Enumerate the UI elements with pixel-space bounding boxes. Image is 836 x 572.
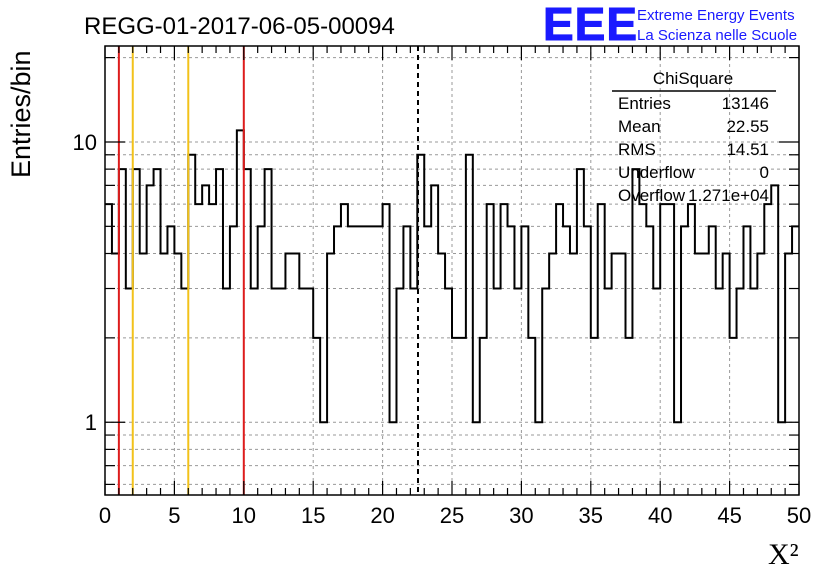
stats-value: 13146: [722, 94, 769, 113]
stats-value: 0: [760, 163, 769, 182]
chart-title: REGG-01-2017-06-05-00094: [84, 13, 395, 40]
x-tick-label: 50: [787, 503, 811, 528]
x-tick-label: 30: [509, 503, 533, 528]
stats-value: 1.271e+04: [688, 186, 769, 205]
x-tick-label: 35: [579, 503, 603, 528]
stats-label: Entries: [618, 94, 671, 113]
stats-box: ChiSquare Entries 13146 Mean 22.55 RMS 14.51 U…: [612, 69, 776, 205]
logo-line-2: La Scienza nelle Scuole: [637, 27, 797, 44]
x-tick-label: 15: [301, 503, 325, 528]
stats-box-name: ChiSquare: [653, 69, 733, 88]
y-tick-label: 1: [85, 410, 97, 435]
axis-ticks: [104, 46, 800, 495]
y-axis-label: Entries/bin: [6, 50, 36, 178]
x-tick-label: 10: [232, 503, 256, 528]
x-tick-label: 20: [370, 503, 394, 528]
y-tick-labels: 1 10: [73, 130, 97, 435]
stats-label: Mean: [618, 117, 661, 136]
x-tick-label: 25: [440, 503, 464, 528]
stats-value: 22.55: [726, 117, 769, 136]
y-tick-label: 10: [73, 130, 97, 155]
x-tick-label: 5: [168, 503, 180, 528]
grid-lines: [105, 46, 799, 495]
histogram-outline: [105, 129, 799, 424]
stats-label: Underflow: [618, 163, 695, 182]
marker-lines: [117, 46, 419, 495]
logo-line-1: Extreme Energy Events: [637, 7, 795, 24]
x-tick-label: 40: [648, 503, 672, 528]
x-tick-labels: 0 5 10 15 20 25 30 35 40 45 50: [99, 503, 811, 528]
stats-label: RMS: [618, 140, 656, 159]
logo-mark: EEE: [543, 0, 638, 50]
eee-logo: EEE Extreme Energy Events La Scienza nel…: [543, 0, 798, 51]
stats-value: 14.51: [726, 140, 769, 159]
stats-label: Overflow: [618, 186, 686, 205]
x-tick-label: 45: [717, 503, 741, 528]
x-axis-label: X²: [768, 538, 799, 571]
x-tick-label: 0: [99, 503, 111, 528]
